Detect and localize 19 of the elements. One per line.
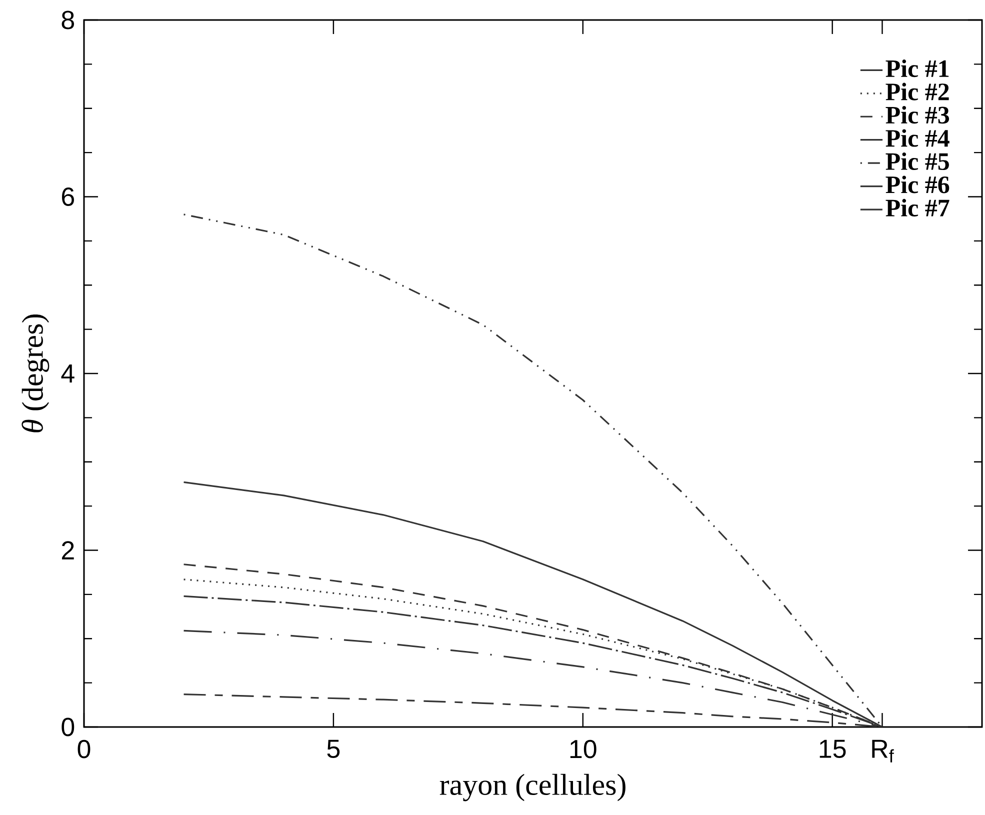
y-tick-label: 6 <box>62 188 74 206</box>
x-tick-label: 15 <box>820 740 846 758</box>
y-tick-label: 2 <box>62 541 74 560</box>
legend-label: Pic #5 <box>886 152 949 170</box>
x-tick-label: R$_{f}$ <box>872 740 894 762</box>
x-tick-label: 5 <box>327 740 340 758</box>
legend-label: Pic #4 <box>886 129 950 147</box>
legend-label: Pic #7 <box>886 198 950 217</box>
y-tick-label: 4 <box>61 364 74 382</box>
x-tick-label: 10 <box>570 740 596 758</box>
legend-label: Pic #1 <box>886 60 949 78</box>
legend-label: Pic #2 <box>886 82 949 100</box>
y-axis-title: θ (degres) <box>22 314 50 432</box>
y-tick-label: 8 <box>62 10 74 30</box>
legend-label: Pic #3 <box>886 106 950 124</box>
x-tick-label: 0 <box>78 740 90 758</box>
legend-label: Pic #6 <box>886 176 950 194</box>
x-axis-title: rayon (cellules) <box>440 774 626 802</box>
y-tick-label: 0 <box>62 718 74 736</box>
